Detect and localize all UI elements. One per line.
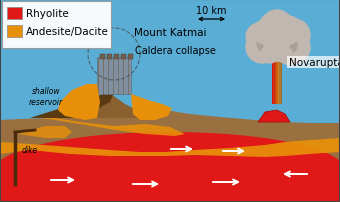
Text: Rhyolite: Rhyolite xyxy=(26,9,69,19)
Bar xyxy=(121,55,126,60)
Circle shape xyxy=(255,18,299,62)
Bar xyxy=(7,8,22,20)
Circle shape xyxy=(260,18,294,52)
Polygon shape xyxy=(30,90,115,118)
Bar xyxy=(0,192,340,202)
Bar xyxy=(278,40,279,104)
Circle shape xyxy=(246,24,274,52)
Bar xyxy=(128,55,133,60)
Bar xyxy=(272,40,273,104)
FancyBboxPatch shape xyxy=(1,1,110,48)
Bar xyxy=(280,40,282,104)
Circle shape xyxy=(274,17,302,45)
Bar xyxy=(100,55,105,60)
Bar xyxy=(107,55,112,60)
Circle shape xyxy=(261,46,279,64)
Bar xyxy=(7,26,22,38)
Bar xyxy=(273,40,275,104)
Polygon shape xyxy=(0,132,340,202)
Polygon shape xyxy=(18,126,72,138)
Circle shape xyxy=(255,18,299,62)
Bar xyxy=(276,40,278,104)
Polygon shape xyxy=(40,118,185,136)
Polygon shape xyxy=(0,109,340,202)
Text: Caldera collapse: Caldera collapse xyxy=(135,46,216,56)
Polygon shape xyxy=(0,138,340,157)
Circle shape xyxy=(274,30,310,66)
Text: Novarupta: Novarupta xyxy=(289,58,340,68)
Text: dike: dike xyxy=(22,146,38,155)
Circle shape xyxy=(257,30,283,56)
Bar xyxy=(114,55,119,60)
Polygon shape xyxy=(58,85,100,120)
Circle shape xyxy=(262,11,292,41)
Polygon shape xyxy=(35,93,165,118)
Polygon shape xyxy=(131,95,172,120)
Circle shape xyxy=(277,48,293,64)
Circle shape xyxy=(258,12,296,50)
Circle shape xyxy=(278,20,310,52)
Bar xyxy=(275,40,276,104)
Polygon shape xyxy=(258,110,290,122)
Text: 10 km: 10 km xyxy=(196,6,227,16)
Text: shallow
reservoir: shallow reservoir xyxy=(29,87,63,106)
Bar xyxy=(279,40,280,104)
Text: Mount Katmai: Mount Katmai xyxy=(134,28,206,38)
Polygon shape xyxy=(97,58,131,95)
Circle shape xyxy=(273,33,297,57)
Text: Andesite/Dacite: Andesite/Dacite xyxy=(26,27,109,37)
Circle shape xyxy=(246,32,278,64)
Circle shape xyxy=(253,21,277,45)
